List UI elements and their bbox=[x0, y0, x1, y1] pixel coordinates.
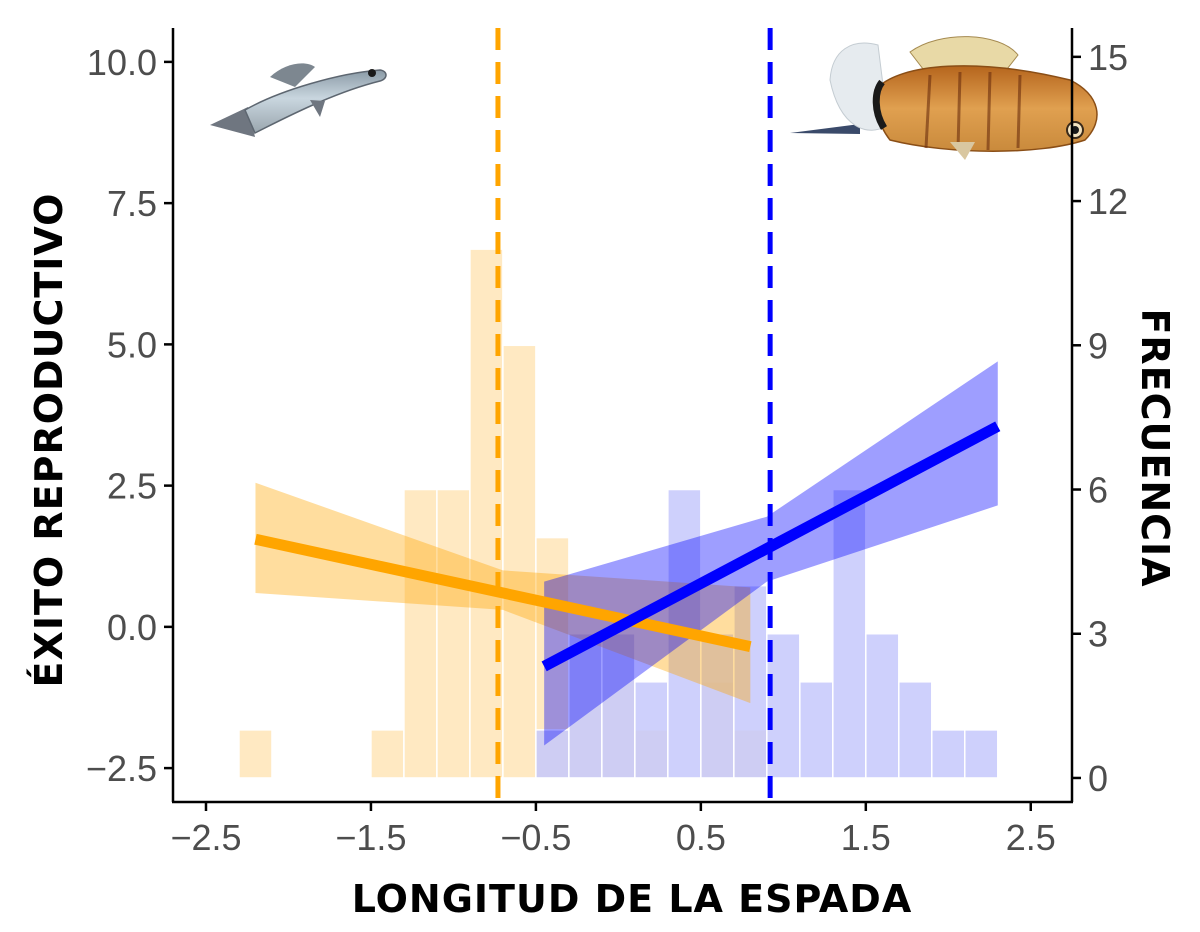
x-tick-label: 2.5 bbox=[1006, 817, 1056, 858]
x-tick-label: 0.5 bbox=[676, 817, 726, 858]
axes bbox=[171, 28, 1074, 804]
hist-bar-blue-8 bbox=[799, 681, 834, 779]
y-right-tick-label: 15 bbox=[1088, 37, 1128, 78]
hist-bar-blue-10 bbox=[865, 632, 900, 779]
y-right-tick-label: 12 bbox=[1088, 181, 1128, 222]
y-left-tick-label: 7.5 bbox=[107, 183, 157, 224]
y-right-tick-label: 0 bbox=[1088, 758, 1108, 799]
y-right-tick-label: 3 bbox=[1088, 614, 1108, 655]
hist-bar-blue-3 bbox=[634, 681, 669, 779]
histogram-blue bbox=[535, 488, 999, 779]
female-fish-tail bbox=[210, 107, 255, 137]
x-axis-title: LONGITUD DE LA ESPADA bbox=[352, 877, 912, 921]
regression-line-orange bbox=[254, 533, 752, 653]
hist-bar-blue-9 bbox=[832, 488, 867, 779]
y-left-tick-label: 2.5 bbox=[107, 466, 157, 507]
hist-bar-orange-2 bbox=[403, 488, 438, 779]
female-fish-image bbox=[210, 63, 387, 137]
hist-bar-blue-6 bbox=[733, 584, 768, 779]
hist-bar-blue-5 bbox=[700, 632, 735, 779]
y-right-tick-label: 9 bbox=[1088, 325, 1108, 366]
x-tick-label: −1.5 bbox=[335, 817, 406, 858]
y-left-tick-label: 5.0 bbox=[107, 324, 157, 365]
hist-bar-blue-13 bbox=[964, 729, 999, 779]
hist-bar-blue-12 bbox=[931, 729, 966, 779]
mean-lines bbox=[495, 28, 773, 802]
male-fish-image bbox=[790, 36, 1098, 160]
y-left-tick-label: 0.0 bbox=[107, 607, 157, 648]
hist-bar-blue-0 bbox=[535, 729, 570, 779]
x-tick-label: −0.5 bbox=[500, 817, 571, 858]
y-axis-right-title: FRECUENCIA bbox=[1133, 308, 1177, 587]
hist-bar-blue-11 bbox=[898, 681, 933, 779]
y-left-tick-label: 10.0 bbox=[87, 42, 157, 83]
hist-bar-blue-1 bbox=[568, 632, 603, 779]
y-right-tick-label: 6 bbox=[1088, 470, 1108, 511]
x-tick-label: 1.5 bbox=[841, 817, 891, 858]
male-fish-sword bbox=[790, 124, 860, 134]
hist-bar-orange-0 bbox=[238, 729, 273, 779]
hist-bar-orange-1 bbox=[370, 729, 405, 779]
hist-bar-orange-3 bbox=[436, 488, 471, 779]
y-left-tick-label: −2.5 bbox=[86, 748, 157, 789]
hist-bar-orange-5 bbox=[502, 344, 537, 779]
y-axis-left-title: ÉXITO REPRODUCTIVO bbox=[27, 193, 71, 688]
x-tick-label: −2.5 bbox=[170, 817, 241, 858]
ticks: −2.5 −1.5 −0.5 0.5 1.5 2.5 −2.5 0.0 2.5 5.0 7.5 10.… bbox=[86, 37, 1128, 858]
